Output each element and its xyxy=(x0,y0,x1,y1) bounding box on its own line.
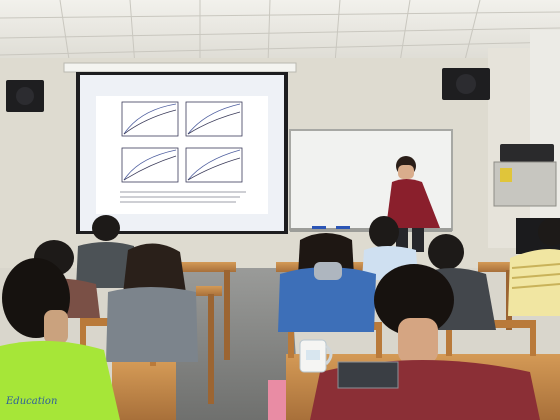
speaker-icon xyxy=(442,68,490,100)
student-right-striped xyxy=(508,218,560,316)
pink-bag xyxy=(268,380,286,420)
corner-caption: Education xyxy=(6,396,58,407)
slide-plots xyxy=(121,101,243,183)
student-back-left xyxy=(76,215,136,288)
speaker-icon xyxy=(6,80,44,112)
student-green-shirt xyxy=(0,258,120,420)
mug xyxy=(299,339,333,373)
slide-text-lines xyxy=(120,191,246,203)
projector-icon xyxy=(493,144,557,207)
student-long-hair xyxy=(106,243,198,362)
projector-screen xyxy=(63,62,297,234)
tablet xyxy=(337,361,399,389)
student-blue-hoodie xyxy=(278,233,376,332)
floor xyxy=(170,268,300,420)
ceiling xyxy=(0,0,560,68)
presenter xyxy=(386,156,440,252)
